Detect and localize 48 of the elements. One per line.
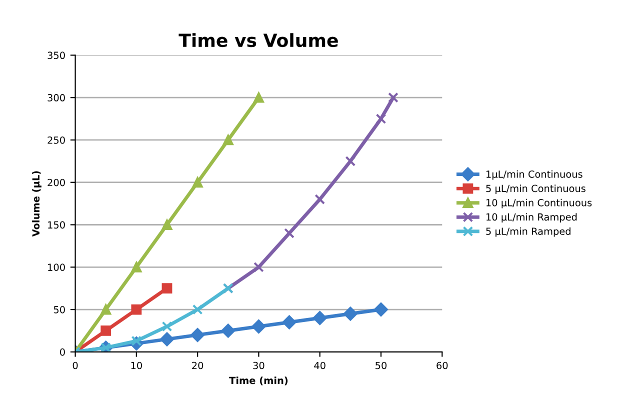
point [284, 228, 294, 238]
legend-label: 1µL/min Continuous [486, 170, 582, 180]
point [162, 321, 172, 332]
x-tick-label: 0 [72, 362, 78, 370]
point [252, 320, 266, 334]
point [314, 194, 326, 205]
x-axis-title: Time (min) [229, 376, 288, 386]
point [388, 92, 398, 103]
point [131, 262, 142, 272]
y-tick-label: 350 [48, 52, 65, 60]
point [374, 302, 388, 316]
point [253, 262, 264, 272]
y-tick-label: 200 [48, 178, 65, 186]
point [100, 304, 112, 315]
y-axis-title: Volume (µL) [32, 171, 42, 237]
y-tick-label: 150 [48, 221, 65, 229]
point [162, 283, 172, 294]
point [160, 332, 174, 346]
legend-label: 10 µL/min Continuous [486, 198, 592, 208]
legend-label: 10 µL/min Ramped [486, 213, 577, 223]
x-tick-label: 40 [314, 362, 326, 370]
point [221, 324, 236, 338]
y-tick-label: 100 [48, 264, 65, 271]
y-tick-label: 300 [48, 94, 65, 102]
point [282, 315, 296, 330]
x-tick-label: 30 [253, 362, 264, 370]
y-tick-label: 250 [48, 136, 65, 144]
legend-label: 5 µL/min Continuous [486, 184, 586, 194]
point [345, 156, 356, 166]
point [312, 311, 327, 325]
x-tick-label: 60 [436, 362, 448, 370]
x-tick-label: 10 [131, 362, 142, 370]
point [192, 177, 203, 188]
point [192, 304, 203, 315]
y-tick-label: 50 [54, 306, 65, 314]
point [131, 304, 142, 315]
x-tick-label: 20 [192, 362, 204, 370]
point [376, 114, 386, 124]
point [253, 92, 264, 103]
legend-label: 5 µL/min Ramped [486, 227, 570, 237]
y-tick-label: 0 [60, 348, 65, 356]
point [222, 134, 234, 146]
point [190, 328, 205, 342]
chart-title: Time vs Volume [178, 33, 338, 48]
point [100, 326, 112, 336]
point [162, 220, 172, 230]
point [343, 306, 358, 321]
x-tick-label: 50 [376, 362, 387, 370]
